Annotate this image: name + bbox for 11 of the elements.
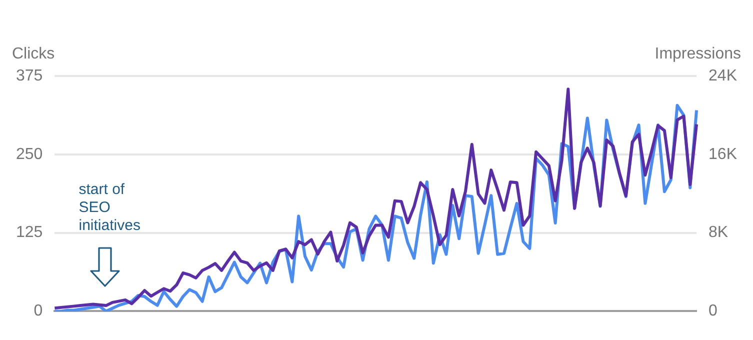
- y2-tick-label: 0: [708, 302, 718, 320]
- y2-axis-title: Impressions: [654, 45, 741, 62]
- y-axis-title: Clicks: [12, 45, 55, 62]
- y-tick-label: 250: [16, 146, 43, 163]
- y-tick-label: 0: [34, 302, 43, 320]
- y2-tick-label: 8K: [708, 224, 728, 242]
- y2-tick-label: 16K: [708, 146, 738, 163]
- y-tick-label: 125: [16, 224, 43, 242]
- annotation: start of SEO initiatives: [78, 181, 142, 236]
- y-tick-label: 375: [16, 67, 43, 84]
- y2-tick-label: 24K: [708, 67, 738, 84]
